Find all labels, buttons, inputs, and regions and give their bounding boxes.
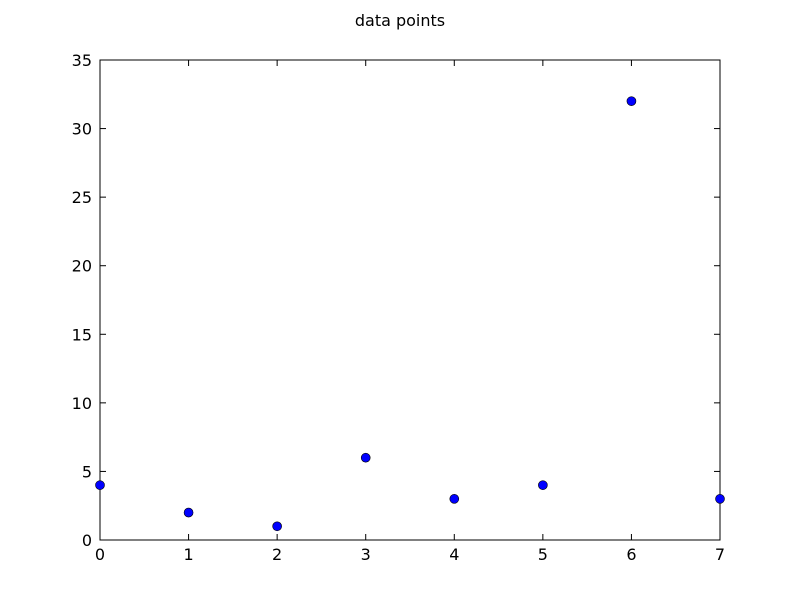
data-point — [449, 494, 460, 504]
x-tick-label: 7 — [715, 545, 725, 564]
x-tick-label: 0 — [95, 545, 105, 564]
x-tick-label: 3 — [361, 545, 371, 564]
x-tick-label: 4 — [449, 545, 459, 564]
data-point — [95, 480, 105, 490]
y-tick-label: 30 — [72, 120, 92, 139]
data-point — [183, 507, 194, 518]
plot-area-frame — [99, 59, 721, 541]
y-tick-label: 25 — [72, 188, 92, 207]
data-point — [360, 452, 371, 463]
chart-title: data points — [355, 11, 445, 30]
data-point — [715, 494, 725, 504]
tick-labels: 0 1 2 3 4 5 6 7 0 5 10 15 20 25 30 35 — [72, 51, 725, 564]
data-point — [626, 96, 637, 106]
y-tick-label: 35 — [72, 51, 92, 70]
data-points — [95, 96, 725, 532]
x-tick-label: 5 — [538, 545, 548, 564]
y-tick-label: 5 — [82, 462, 92, 481]
x-tick-label: 6 — [626, 545, 636, 564]
x-tick-label: 1 — [183, 545, 193, 564]
y-tick-label: 10 — [72, 394, 92, 413]
data-point — [272, 521, 282, 532]
data-point — [538, 480, 548, 490]
axis-ticks — [99, 59, 721, 541]
y-tick-label: 15 — [72, 325, 92, 344]
x-tick-label: 2 — [272, 545, 282, 564]
y-tick-label: 0 — [82, 531, 92, 550]
y-tick-label: 20 — [72, 257, 92, 276]
